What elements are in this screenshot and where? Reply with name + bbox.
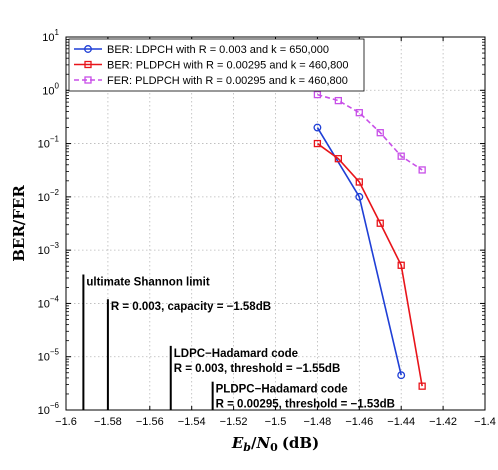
x-tick-label: −1.46 xyxy=(345,416,373,428)
series-2-line xyxy=(316,142,423,387)
x-tick-label: −1.56 xyxy=(136,416,164,428)
y-tick-label: 10−5 xyxy=(38,348,60,364)
series-3-point xyxy=(355,109,363,117)
y-tick-label: 10−6 xyxy=(38,401,60,417)
y-tick-label: 100 xyxy=(42,81,59,97)
series-1-point xyxy=(355,192,364,201)
x-tick-label: −1.52 xyxy=(220,416,248,428)
y-tick-label: 10−4 xyxy=(38,294,60,310)
x-tick-label: −1.44 xyxy=(387,416,415,428)
series-2-point xyxy=(334,155,343,163)
x-axis-label-unit: (dB) xyxy=(282,434,319,452)
legend-swatch-marker-1 xyxy=(84,45,92,53)
x-axis-label-slash: / xyxy=(251,434,257,452)
series-3-point xyxy=(376,129,384,137)
x-axis-label-n: N xyxy=(255,434,271,452)
y-tick-label-base: 10 xyxy=(42,85,54,97)
x-tick-label: −1.42 xyxy=(429,416,457,428)
series-3-point xyxy=(397,152,405,160)
y-axis-label: BER/FER xyxy=(10,185,28,262)
legend-box xyxy=(68,38,365,92)
series-2-point xyxy=(376,219,384,227)
annotation-label-2: R = 0.003, capacity = −1.58dB xyxy=(111,301,271,313)
series-1-point xyxy=(397,371,406,380)
series-1-line xyxy=(316,127,402,376)
y-tick-label-base: 10 xyxy=(38,405,50,417)
x-tick-label: −1.4 xyxy=(474,416,496,428)
series-3-point xyxy=(313,90,322,99)
legend-entry-2: BER: PLDPCH with R = 0.00295 and k = 460… xyxy=(107,60,349,72)
y-tick-label-exponent: −3 xyxy=(50,241,60,250)
y-tick-label-base: 10 xyxy=(42,32,54,44)
legend-swatch-marker-3 xyxy=(84,76,92,84)
series-2-point xyxy=(418,382,426,390)
x-axis-label-e: E xyxy=(231,434,244,452)
x-tick-label: −1.54 xyxy=(178,416,206,428)
legend-swatch-marker-2 xyxy=(84,60,92,69)
y-tick-label: 101 xyxy=(42,28,59,44)
y-tick-label: 10−3 xyxy=(38,241,60,257)
x-tick-label: −1.48 xyxy=(303,416,331,428)
series-3-point xyxy=(418,166,426,174)
series-layer xyxy=(313,90,426,390)
x-axis-label: Eb/N0 (dB) xyxy=(231,434,319,454)
series-3-point xyxy=(334,96,343,105)
legend: BER: LDPCH with R = 0.003 and k = 650,00… xyxy=(68,38,365,92)
annotation-layer: ultimate Shannon limit R = 0.003, capacit… xyxy=(82,274,395,411)
y-tick-label-base: 10 xyxy=(38,192,50,204)
legend-entry-3: FER: PLDPCH with R = 0.00295 and k = 460… xyxy=(107,75,348,87)
x-tick-label: −1.58 xyxy=(94,416,122,428)
y-tick-label-exponent: −2 xyxy=(50,188,60,197)
series-2-point xyxy=(397,261,405,269)
y-tick-label-exponent: −1 xyxy=(50,135,60,144)
y-tick-label-exponent: −6 xyxy=(50,401,60,410)
x-axis-label-b: b xyxy=(243,441,251,454)
legend-entry-1: BER: LDPCH with R = 0.003 and k = 650,00… xyxy=(107,44,329,56)
y-tick-label-exponent: −5 xyxy=(50,348,60,357)
y-tick-label-base: 10 xyxy=(38,298,50,310)
y-tick-label-base: 10 xyxy=(38,245,50,257)
annotation-label-1: ultimate Shannon limit xyxy=(86,276,209,288)
series-3-line xyxy=(317,93,423,171)
x-tick-label: −1.5 xyxy=(265,416,287,428)
tick-layer: −1.6 −1.58 −1.56 −1.54 −1.52 −1.5 −1.48 −1.46 −1… xyxy=(38,28,496,428)
y-tick-label-base: 10 xyxy=(38,139,50,151)
annotation-label-4: R = 0.00295, threshold = −1.53dB xyxy=(216,399,395,411)
series-2-point xyxy=(355,178,363,186)
y-tick-label-exponent: 1 xyxy=(55,28,60,37)
series-2-point xyxy=(313,139,322,148)
x-axis-label-zero: 0 xyxy=(270,441,278,454)
annotation-label-4: PLDPC−Hadamard code xyxy=(216,384,348,396)
y-tick-label: 10−2 xyxy=(38,188,60,204)
annotation-label-3: LDPC−Hadamard code xyxy=(174,348,298,360)
y-tick-label-exponent: −4 xyxy=(50,294,60,303)
y-tick-label-exponent: 0 xyxy=(55,81,60,90)
y-tick-label: 10−1 xyxy=(38,135,60,151)
annotation-label-3: R = 0.003, threshold = −1.55dB xyxy=(174,363,341,375)
x-tick-label: −1.6 xyxy=(55,416,77,428)
y-tick-label-base: 10 xyxy=(38,352,50,364)
series-1-point xyxy=(313,123,322,132)
